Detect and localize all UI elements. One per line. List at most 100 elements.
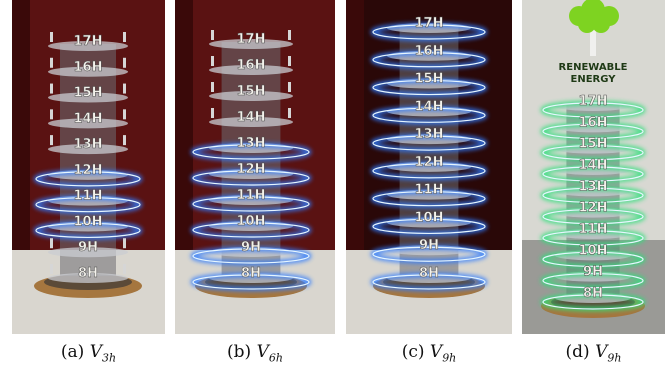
led-ring [542, 209, 644, 225]
post [211, 56, 214, 66]
tower-image-a: 17H 16H 15H 14H 13H 12H 11H 10H 9H 8H [12, 0, 165, 334]
led-ring [542, 230, 644, 246]
led-ring [542, 187, 644, 203]
led-ring [372, 79, 486, 96]
led-ring [372, 191, 486, 207]
floor-plate [48, 144, 128, 155]
floor-label: 10H [74, 214, 103, 229]
post [123, 135, 126, 146]
led-ring [35, 171, 141, 187]
led-ring [372, 52, 486, 68]
post [50, 57, 53, 68]
panel-d-photo: 17H 16H 15H 14H 13H 12H 11H 10H 9H 8H RENEWABLE ENE… [522, 0, 665, 334]
floor-label: 13H [579, 179, 608, 194]
post [123, 57, 126, 68]
floor-label: 13H [415, 127, 444, 142]
panel-c-photo: 17H 16H 15H 14H 13H 12H 11H 10H 9H 8H [346, 0, 512, 334]
caption-b-sub: 6h [268, 351, 283, 365]
caption-d-prefix: (d) [565, 342, 590, 362]
floor-label: 11H [579, 222, 608, 237]
led-ring [542, 123, 644, 139]
floor-label: 13H [74, 137, 103, 152]
post [50, 32, 53, 42]
floor-label: 13H [237, 136, 266, 151]
floor-label: 10H [415, 210, 444, 225]
panel-b-photo: 17H 16H 15H 14H 13H 12H 11H 10H 9H 8H [175, 0, 335, 334]
led-ring [192, 170, 310, 186]
floor-label: 15H [237, 84, 266, 99]
floor-label: 9H [583, 265, 603, 280]
post [123, 264, 126, 274]
led-ring [372, 135, 486, 151]
caption-a-var: V [89, 342, 102, 362]
caption-d-sub: 9h [607, 351, 622, 365]
post [50, 83, 53, 94]
sign-text: ENERGY [571, 74, 617, 85]
post [123, 109, 126, 120]
caption-d-var: V [595, 342, 608, 362]
post [211, 30, 214, 40]
led-ring [542, 273, 644, 289]
caption-c-sub: 9h [442, 351, 457, 365]
floor-label: 14H [415, 99, 444, 114]
floor-plate [48, 247, 128, 258]
floor-plate [209, 39, 293, 49]
led-ring [192, 274, 310, 290]
caption-c-var: V [429, 342, 443, 362]
floor-plate [48, 118, 128, 129]
caption-b-var: V [256, 342, 269, 362]
floor-plate [48, 66, 128, 77]
post [211, 82, 214, 92]
post [123, 238, 126, 249]
floor-label: 11H [74, 189, 103, 204]
led-ring [372, 274, 486, 290]
floor-label: 9H [78, 240, 98, 255]
panel-a-photo: 17H 16H 15H 14H 13H 12H 11H 10H 9H 8H [12, 0, 165, 334]
floor-label: 9H [241, 240, 261, 255]
floor-label: 12H [579, 201, 608, 216]
floor-label: 9H [419, 238, 439, 253]
floor-plate [48, 273, 128, 283]
post [123, 83, 126, 94]
floor-plate [209, 117, 293, 127]
led-ring [372, 218, 486, 235]
sign-text: RENEWABLE [559, 62, 628, 73]
post [50, 109, 53, 120]
floor-label: 11H [237, 188, 266, 203]
floor-label: 14H [74, 111, 103, 126]
floor-plate [48, 92, 128, 103]
floor-plate [48, 41, 128, 51]
floor-label: 14H [579, 158, 608, 173]
post [50, 135, 53, 146]
led-ring [542, 145, 644, 161]
floor-label: 17H [579, 94, 608, 109]
floor-label: 12H [415, 155, 444, 170]
led-ring [35, 197, 141, 213]
floor-label: 15H [415, 72, 444, 87]
led-ring [192, 196, 310, 212]
led-ring [192, 248, 310, 264]
caption-a-prefix: (a) [60, 342, 85, 362]
post [288, 30, 291, 40]
floor-label: 12H [237, 162, 266, 177]
led-ring [192, 144, 310, 160]
floor-label: 8H [78, 266, 98, 281]
led-ring [372, 24, 486, 40]
post [288, 56, 291, 66]
led-ring [542, 102, 644, 118]
floor-label: 11H [415, 183, 444, 198]
post [50, 264, 53, 274]
floor-label: 17H [74, 34, 103, 49]
led-ring [372, 107, 486, 123]
tree-logo-icon [569, 0, 619, 56]
caption-d: (d) V9h [522, 340, 665, 364]
floor-label: 16H [579, 115, 608, 130]
floor-label: 15H [74, 86, 103, 101]
tower-image-c: 17H 16H 15H 14H 13H 12H 11H 10H 9H 8H [346, 0, 512, 334]
floor-label: 8H [241, 266, 261, 281]
floor-label: 10H [237, 214, 266, 229]
tower-image-b: 17H 16H 15H 14H 13H 12H 11H 10H 9H 8H [175, 0, 335, 334]
led-ring [372, 246, 486, 262]
led-ring [192, 222, 310, 238]
led-ring [542, 294, 644, 310]
